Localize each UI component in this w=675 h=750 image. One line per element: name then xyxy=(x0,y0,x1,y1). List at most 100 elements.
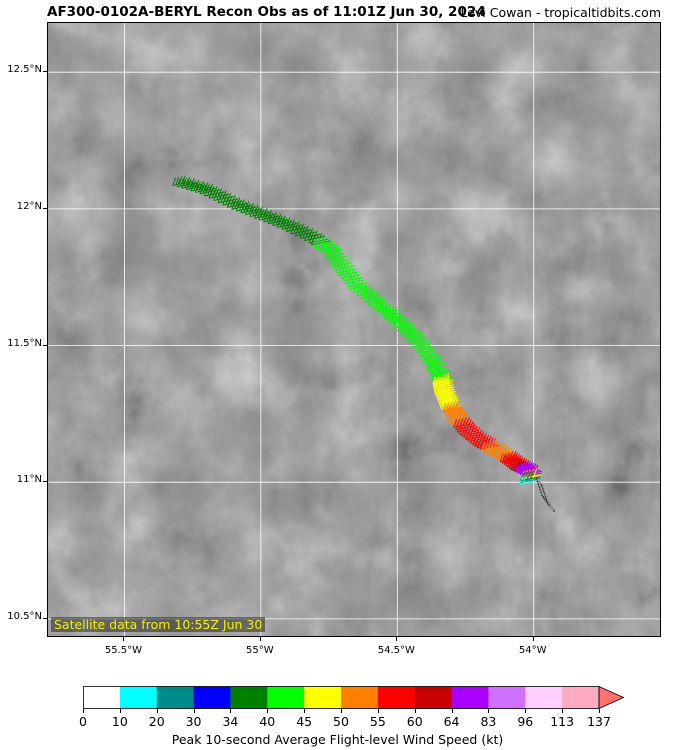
wind-barb xyxy=(425,358,447,370)
lat-tick-label: 12°N xyxy=(16,200,42,212)
colorbar-tick-label: 45 xyxy=(296,714,313,729)
lon-tick-mark xyxy=(123,637,125,641)
wind-barb xyxy=(267,213,289,225)
colorbar-swatch xyxy=(267,686,305,709)
wind-barb xyxy=(371,298,392,310)
wind-barb xyxy=(445,405,466,417)
lat-tick-mark xyxy=(43,481,47,483)
colorbar-swatch xyxy=(119,686,158,709)
colorbar-tick-mark xyxy=(156,709,158,713)
colorbar-tick-mark xyxy=(267,709,269,713)
wind-barb xyxy=(517,462,539,474)
credit-text: Levi Cowan - tropicaltidbits.com xyxy=(460,5,661,20)
flight-track xyxy=(172,175,556,513)
lat-tick-label: 11.5°N xyxy=(7,337,42,349)
wind-barb xyxy=(360,288,382,300)
wind-barb xyxy=(428,364,450,375)
wind-barb xyxy=(190,180,211,192)
colorbar-swatch xyxy=(83,686,121,709)
lon-tick-mark xyxy=(259,637,261,641)
wind-barb xyxy=(240,202,261,214)
colorbar-tick-label: 20 xyxy=(148,714,165,729)
wind-barb xyxy=(231,199,252,210)
wind-barb xyxy=(384,309,405,320)
colorbar-swatch xyxy=(525,686,563,709)
satellite-timestamp: Satellite data from 10:55Z Jun 30 xyxy=(51,617,266,632)
colorbar-tick-mark xyxy=(193,709,195,713)
wind-barb xyxy=(374,301,396,312)
wind-barb xyxy=(442,400,463,412)
map-canvas xyxy=(48,23,660,636)
wind-barb xyxy=(424,355,446,367)
colorbar-tick-mark xyxy=(230,709,232,713)
wind-barb xyxy=(406,330,427,342)
colorbar-tick-label: 40 xyxy=(259,714,276,729)
colorbar-tick-label: 10 xyxy=(111,714,128,729)
colorbar-swatch xyxy=(341,686,379,709)
wind-barb xyxy=(244,204,266,216)
colorbar-tick-label: 30 xyxy=(185,714,202,729)
colorbar-tick-label: 137 xyxy=(587,714,611,729)
wind-barb xyxy=(400,324,421,335)
wind-barb xyxy=(446,407,467,419)
colorbar-tick-mark xyxy=(525,709,527,713)
wind-barb xyxy=(427,361,448,372)
wind-barb xyxy=(547,503,556,513)
colorbar-swatch xyxy=(377,686,416,709)
wind-barb xyxy=(254,208,275,219)
colorbar-tick-mark xyxy=(304,709,306,713)
wind-barb xyxy=(349,279,371,290)
colorbar-tick-mark xyxy=(488,709,490,713)
lat-tick-mark xyxy=(43,207,47,209)
wind-barb xyxy=(439,396,461,408)
colorbar-swatch xyxy=(451,686,489,709)
wind-barb xyxy=(393,318,415,329)
lon-tick-label: 55.5°W xyxy=(104,645,142,656)
wind-barb xyxy=(438,393,460,406)
lon-tick-label: 54.5°W xyxy=(377,645,415,656)
wind-barb xyxy=(276,217,298,228)
colorbar-swatch xyxy=(488,686,526,709)
colorbar-tick-mark xyxy=(341,709,342,713)
colorbar-tick-mark xyxy=(562,709,564,713)
wind-barb xyxy=(519,475,540,485)
colorbar-tick-mark xyxy=(377,709,379,713)
wind-barb xyxy=(226,197,248,208)
wind-barb xyxy=(194,182,216,193)
lat-tick-label: 12.5°N xyxy=(7,64,42,76)
wind-colorbar xyxy=(83,686,624,709)
lat-tick-label: 11°N xyxy=(16,474,42,486)
lon-tick-label: 55°W xyxy=(246,645,274,656)
colorbar-tick-mark xyxy=(414,709,416,713)
wind-barb xyxy=(263,211,284,223)
colorbar-tick-label: 60 xyxy=(406,714,423,729)
lat-tick-mark xyxy=(43,71,47,73)
lon-tick-label: 54°W xyxy=(518,645,547,656)
colorbar-tick-label: 83 xyxy=(480,714,497,729)
wind-barb xyxy=(380,306,402,318)
colorbar-swatch xyxy=(156,686,194,709)
colorbar-tick-mark xyxy=(119,709,121,713)
wind-barb xyxy=(258,210,280,221)
colorbar-swatch xyxy=(230,686,268,709)
colorbar-swatch xyxy=(562,686,600,709)
wind-barb xyxy=(249,206,271,218)
wind-barb xyxy=(443,403,465,415)
wind-barb xyxy=(272,215,293,227)
lat-tick-mark xyxy=(43,617,47,619)
colorbar-tick-mark xyxy=(83,709,84,713)
wind-barb xyxy=(387,312,408,323)
lon-tick-mark xyxy=(532,637,534,641)
cloud-streaks xyxy=(348,223,660,636)
wind-barb xyxy=(390,314,412,326)
map-title: AF300-0102A-BERYL Recon Obs as of 11:01Z… xyxy=(47,4,486,20)
colorbar-swatch xyxy=(304,686,342,709)
colorbar-tick-label: 96 xyxy=(517,714,534,729)
lat-tick-label: 10.5°N xyxy=(7,610,42,622)
colorbar-tick-label: 113 xyxy=(550,714,575,729)
wind-barb xyxy=(423,353,444,364)
colorbar-tick-mark xyxy=(451,709,453,713)
wind-barb xyxy=(377,303,399,315)
wind-barb xyxy=(356,285,378,297)
wind-barb xyxy=(353,282,374,294)
